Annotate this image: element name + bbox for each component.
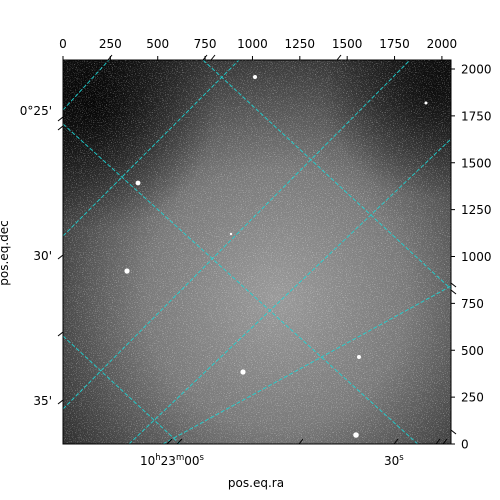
ra-tick [176, 438, 183, 445]
coordinate-grid [63, 60, 451, 444]
ra-tick [202, 54, 208, 61]
grid-line [128, 138, 451, 444]
x-pixel-tick-label: 1500 [332, 37, 363, 51]
x-pixel-tick-label: 0 [59, 37, 67, 51]
grid-line [162, 285, 451, 444]
dec-tick [450, 282, 457, 288]
ra-tick [442, 438, 448, 445]
ra-tick [336, 54, 342, 61]
dec-tick [57, 254, 64, 260]
x-pixel-tick-label: 1000 [237, 37, 268, 51]
y-pixel-tick-label: 250 [461, 391, 484, 405]
ra-tick [435, 438, 441, 445]
grid-line [63, 335, 181, 444]
dec-tick [57, 399, 64, 405]
y-pixel-tick-label: 1750 [461, 109, 492, 123]
dec-tick-label: 30' [33, 249, 52, 263]
ra-tick-label: 10h23m00s [140, 453, 205, 468]
ra-tick [210, 54, 216, 61]
y-pixel-tick-label: 0 [461, 438, 469, 452]
star [135, 180, 141, 186]
x-axis-label: pos.eq.ra [228, 476, 284, 490]
y-pixel-tick-label: 1500 [461, 156, 492, 170]
ra-tick [393, 438, 399, 445]
dec-tick [57, 116, 64, 122]
grid-line [63, 123, 419, 444]
star [357, 355, 361, 359]
x-pixel-tick-label: 500 [146, 37, 169, 51]
grid-line [202, 60, 451, 290]
grid-line [63, 60, 411, 410]
dec-tick [450, 289, 457, 295]
star [240, 369, 246, 375]
grid-line [63, 60, 240, 237]
star [424, 101, 428, 105]
sky-image [63, 60, 451, 444]
pixel-ticks: 0 250 500 750 1000 1250 1500 1750 2000 0 250 500 750… [59, 37, 491, 452]
ra-tick [298, 438, 304, 445]
star [229, 232, 233, 236]
y-axis-label: pos.eq.dec [0, 220, 11, 285]
dec-tick-label: 35' [33, 394, 52, 408]
grid-line [63, 60, 110, 111]
x-pixel-tick-label: 250 [99, 37, 122, 51]
y-pixel-tick-label: 2000 [461, 63, 492, 77]
dec-tick [57, 125, 64, 131]
y-pixel-tick-label: 750 [461, 297, 484, 311]
ra-tick [107, 54, 113, 61]
ra-tick [166, 438, 173, 445]
x-pixel-tick-label: 1250 [285, 37, 316, 51]
x-pixel-tick-label: 750 [194, 37, 217, 51]
star [253, 75, 257, 79]
x-pixel-tick-label: 2000 [427, 37, 458, 51]
plot-frame [62, 59, 452, 445]
x-pixel-tick-label: 1750 [379, 37, 410, 51]
dec-tick-label: 0°25' [20, 104, 52, 118]
dec-tick [450, 429, 457, 435]
y-pixel-tick-label: 500 [461, 344, 484, 358]
star [353, 432, 359, 438]
y-pixel-tick-label: 1250 [461, 203, 492, 217]
y-pixel-tick-label: 1000 [461, 250, 492, 264]
dec-tick [57, 331, 64, 337]
star [124, 268, 130, 274]
ra-tick-label: 30s [384, 453, 404, 468]
world-ticks [57, 54, 457, 445]
